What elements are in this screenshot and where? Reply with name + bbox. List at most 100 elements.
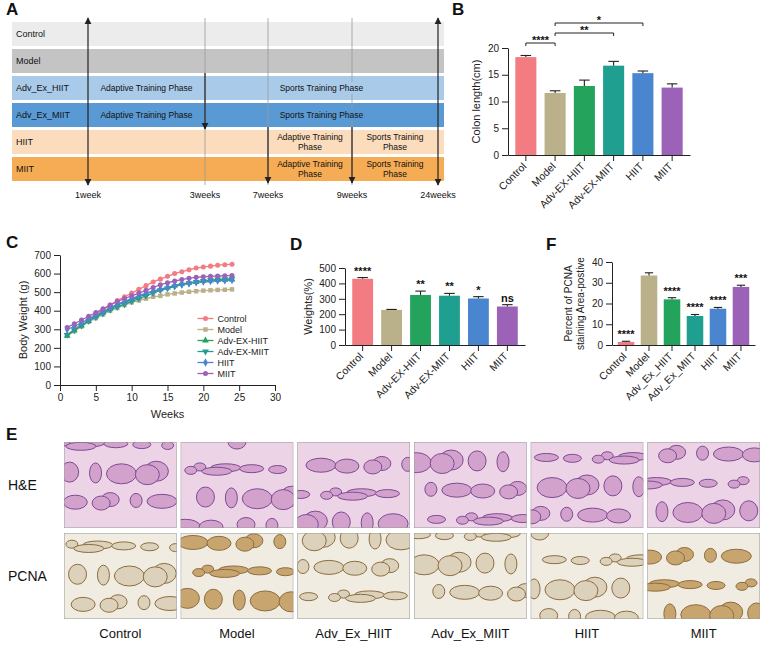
tissue-shape: [162, 442, 174, 449]
tissue-shape: [228, 442, 246, 449]
image-frame: [181, 533, 294, 619]
marker: [72, 321, 77, 326]
marker: [158, 277, 163, 282]
bar-panel: 0100200300400500ControlModelAdv-EX-HIITA…: [302, 263, 526, 401]
image-frame: [297, 442, 410, 528]
tissue-shape: [542, 556, 566, 564]
error-cap: [473, 296, 483, 297]
tissue-shape: [332, 512, 350, 528]
phase-label: Sports TrainingPhase: [366, 159, 423, 178]
marker: [172, 291, 176, 295]
tick: Control: [596, 345, 628, 382]
marker: [143, 283, 148, 288]
phase-arrow: [351, 127, 352, 183]
panel-label: D: [290, 235, 302, 254]
error-bar: [638, 71, 649, 73]
tissue-shape: [604, 476, 622, 496]
tick: Adv_Ex_MIIT: [645, 345, 698, 403]
tissue-shape: [531, 510, 541, 524]
tick-label: 0: [597, 340, 603, 351]
tissue-shape: [64, 462, 79, 482]
tick-label: 30: [592, 277, 604, 288]
marker: [180, 290, 184, 294]
tissue-shape: [185, 466, 197, 474]
tick-label: 5: [94, 392, 100, 403]
marker: [115, 298, 120, 303]
tissue-shape: [402, 457, 410, 471]
marker: [172, 271, 177, 276]
bar: [515, 57, 536, 155]
error-bar: [622, 341, 630, 343]
bar: [632, 73, 653, 155]
tissue-shape: [271, 490, 293, 510]
error-cap: [714, 307, 722, 308]
tick: 30: [592, 277, 612, 288]
tissue-shape: [736, 582, 748, 590]
tick: 200: [34, 343, 60, 354]
axis-line: [613, 345, 756, 346]
tissue-shape: [697, 446, 709, 460]
image-frame: [64, 533, 177, 619]
tissue-shape: [133, 442, 151, 449]
tissue-shape: [464, 533, 476, 540]
marker: [201, 274, 206, 279]
error-cap: [415, 291, 425, 292]
tick-mark: [339, 314, 345, 315]
tick-mark: [54, 292, 60, 293]
tissue-shape: [531, 533, 549, 540]
marker: [215, 273, 220, 278]
group-name: Adv_Ex_MIIT: [16, 110, 71, 120]
tissue-shape: [202, 467, 232, 475]
tick-label: 25: [234, 392, 246, 403]
tick-label: 300: [34, 324, 51, 335]
tick: 0: [330, 340, 345, 351]
tissue-shape: [545, 580, 575, 600]
error-cap: [691, 314, 699, 315]
label-patch: [275, 158, 345, 179]
marker: [186, 267, 191, 272]
legend-label: HIIT: [217, 358, 235, 368]
bar: [497, 307, 518, 346]
tick: 100: [34, 361, 60, 372]
tick-label: Control: [496, 160, 528, 192]
error-bar: [473, 297, 483, 299]
error-cap: [444, 293, 454, 294]
bar: [687, 316, 704, 345]
tissue-shape: [207, 536, 231, 550]
tissue-shape: [537, 478, 567, 498]
error-bar: [386, 309, 396, 310]
tissue-shape: [343, 561, 367, 575]
marker: [172, 278, 177, 283]
tick: 30: [270, 385, 282, 403]
annotations: *******************: [617, 272, 748, 340]
tick: 5: [493, 123, 508, 134]
legend: ControlModelAdv-EX-HIITAdv-EX-MIITHIITMI…: [197, 314, 269, 379]
tissue-shape: [297, 490, 309, 498]
phase-label: Adaptive TrainingPhase: [277, 132, 343, 151]
tissue-shape: [468, 451, 486, 471]
tick: 300: [319, 294, 345, 305]
tick: MIIT: [651, 155, 675, 183]
marker: [165, 274, 170, 279]
significance-label: *: [597, 14, 602, 26]
tick-mark: [502, 128, 508, 129]
tissue-shape: [100, 598, 118, 612]
error-cap: [737, 285, 745, 286]
marker: [165, 280, 170, 285]
tick: 20: [488, 43, 508, 54]
bar: [410, 295, 431, 345]
error-cap: [502, 304, 512, 305]
tissue-shape: [345, 594, 375, 602]
significance-label: ***: [735, 272, 749, 284]
legend-item: HIIT: [197, 358, 235, 368]
tick: 300: [34, 324, 60, 335]
error-bar: [579, 80, 590, 86]
tick: 0: [58, 385, 64, 403]
phase-label: Adaptive TrainingPhase: [277, 159, 343, 178]
histology-image: [414, 442, 527, 528]
tick-mark: [339, 283, 345, 284]
tissue-shape: [508, 587, 526, 601]
error-bar: [357, 278, 367, 279]
tissue-shape: [378, 514, 408, 528]
tick-label: Control: [596, 350, 628, 382]
